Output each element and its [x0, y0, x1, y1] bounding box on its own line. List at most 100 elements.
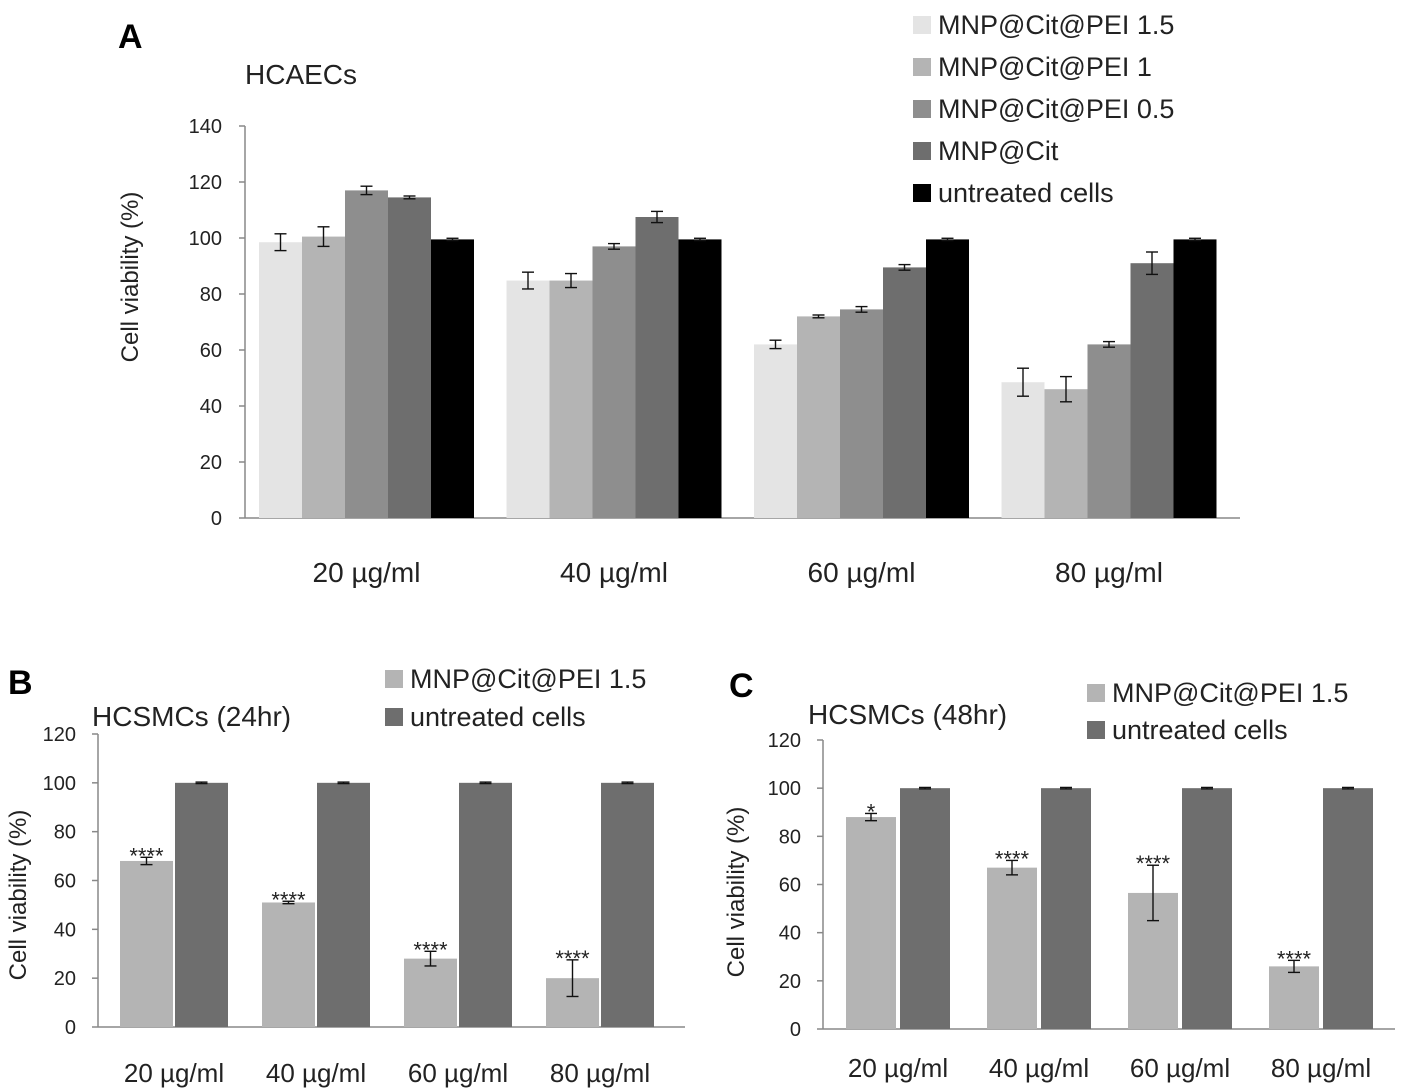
legend-label: MNP@Cit@PEI 1.5: [410, 664, 646, 694]
y-tick-label: 80: [200, 284, 222, 306]
bar: [120, 860, 173, 1027]
y-tick-label: 60: [779, 875, 801, 897]
legend-swatch: [385, 708, 403, 726]
y-tick-label: 40: [200, 396, 222, 418]
legend-swatch: [913, 184, 931, 202]
bar: [592, 246, 636, 518]
y-tick-label: 60: [200, 340, 222, 362]
legend-swatch: [1087, 721, 1105, 739]
panel-c-chart: C HCSMCs (48hr) Cell viability (%) 0 20 40 60 8…: [723, 667, 1395, 1083]
category-label: 40 µg/ml: [989, 1053, 1089, 1083]
legend-label: MNP@Cit@PEI 0.5: [938, 94, 1174, 124]
category-label: 60 µg/ml: [408, 1058, 508, 1088]
bar: [926, 239, 969, 518]
category-label: 80 µg/ml: [1055, 557, 1163, 588]
bar: [601, 782, 654, 1027]
y-tick-label: 20: [54, 968, 76, 990]
y-tick-label: 0: [211, 508, 222, 530]
bar: [846, 817, 896, 1029]
category-label: 60 µg/ml: [1130, 1053, 1230, 1083]
legend-label: MNP@Cit@PEI 1: [938, 52, 1152, 82]
bar: [549, 280, 593, 518]
significance-label: *: [867, 799, 876, 824]
significance-label: ****: [413, 937, 448, 962]
y-tick-label: 20: [200, 452, 222, 474]
legend-swatch: [913, 58, 931, 76]
bar: [1044, 389, 1088, 518]
bar: [678, 239, 722, 518]
legend-label: untreated cells: [938, 178, 1114, 208]
significance-label: ****: [271, 887, 306, 912]
legend-swatch: [913, 100, 931, 118]
bar: [506, 280, 550, 518]
y-tick-label: 100: [189, 228, 222, 250]
bar: [1269, 966, 1319, 1029]
category-label: 40 µg/ml: [266, 1058, 366, 1088]
category-label: 20 µg/ml: [124, 1058, 224, 1088]
bar: [175, 782, 228, 1027]
bar: [459, 782, 512, 1027]
y-tick-label: 100: [43, 773, 76, 795]
y-tick-label: 40: [54, 919, 76, 941]
legend-swatch: [913, 142, 931, 160]
y-tick-label: 80: [54, 822, 76, 844]
bar: [883, 267, 926, 518]
bar: [987, 867, 1037, 1029]
y-tick-label: 100: [768, 778, 801, 800]
bar: [262, 902, 315, 1027]
bar: [1182, 788, 1232, 1029]
significance-label: ****: [555, 946, 590, 971]
bar: [302, 236, 345, 518]
bar: [797, 316, 840, 518]
significance-label: ****: [1136, 851, 1171, 876]
y-tick-label: 140: [189, 116, 222, 138]
y-tick-label: 120: [189, 172, 222, 194]
legend-swatch: [913, 16, 931, 34]
y-tick-label: 40: [779, 923, 801, 945]
bar: [1001, 382, 1045, 518]
category-label: 80 µg/ml: [550, 1058, 650, 1088]
significance-label: ****: [129, 843, 164, 868]
y-tick-label: 20: [779, 971, 801, 993]
y-axis-label: Cell viability (%): [117, 192, 144, 363]
y-tick-label: 80: [779, 826, 801, 848]
bar: [404, 958, 457, 1027]
significance-label: ****: [995, 846, 1030, 871]
bar: [345, 190, 388, 518]
legend-swatch: [1087, 684, 1105, 702]
y-tick-label: 120: [768, 730, 801, 752]
legend-label: MNP@Cit@PEI 1.5: [1112, 678, 1348, 708]
chart-title: HCSMCs (24hr): [92, 701, 291, 732]
bar: [635, 217, 679, 518]
chart-title: HCSMCs (48hr): [808, 699, 1007, 730]
legend-label: untreated cells: [1112, 715, 1288, 745]
y-tick-label: 0: [790, 1019, 801, 1041]
bar: [1173, 239, 1217, 518]
legend-label: MNP@Cit: [938, 136, 1059, 166]
y-tick-label: 0: [65, 1017, 76, 1039]
category-label: 20 µg/ml: [848, 1053, 948, 1083]
bar: [259, 242, 302, 518]
bar: [1041, 788, 1091, 1029]
bar: [1087, 344, 1131, 518]
legend-swatch: [385, 670, 403, 688]
panel-letter: B: [8, 664, 33, 702]
panel-a-chart: A HCAECs Cell viability (%) 0 20 40 60 80 100 120…: [117, 10, 1240, 588]
y-tick-label: 120: [43, 724, 76, 746]
legend-label: untreated cells: [410, 702, 586, 732]
category-label: 60 µg/ml: [808, 557, 916, 588]
bar: [754, 344, 797, 518]
bar: [388, 197, 431, 518]
y-tick-label: 60: [54, 871, 76, 893]
bar: [1323, 788, 1373, 1029]
category-label: 80 µg/ml: [1271, 1053, 1371, 1083]
bar: [900, 788, 950, 1029]
significance-label: ****: [1277, 946, 1312, 971]
chart-title: HCAECs: [245, 59, 357, 90]
bar: [840, 309, 883, 518]
category-label: 20 µg/ml: [313, 557, 421, 588]
panel-letter: C: [729, 667, 754, 705]
category-label: 40 µg/ml: [560, 557, 668, 588]
y-axis-label: Cell viability (%): [723, 807, 750, 978]
panel-letter: A: [118, 18, 143, 56]
